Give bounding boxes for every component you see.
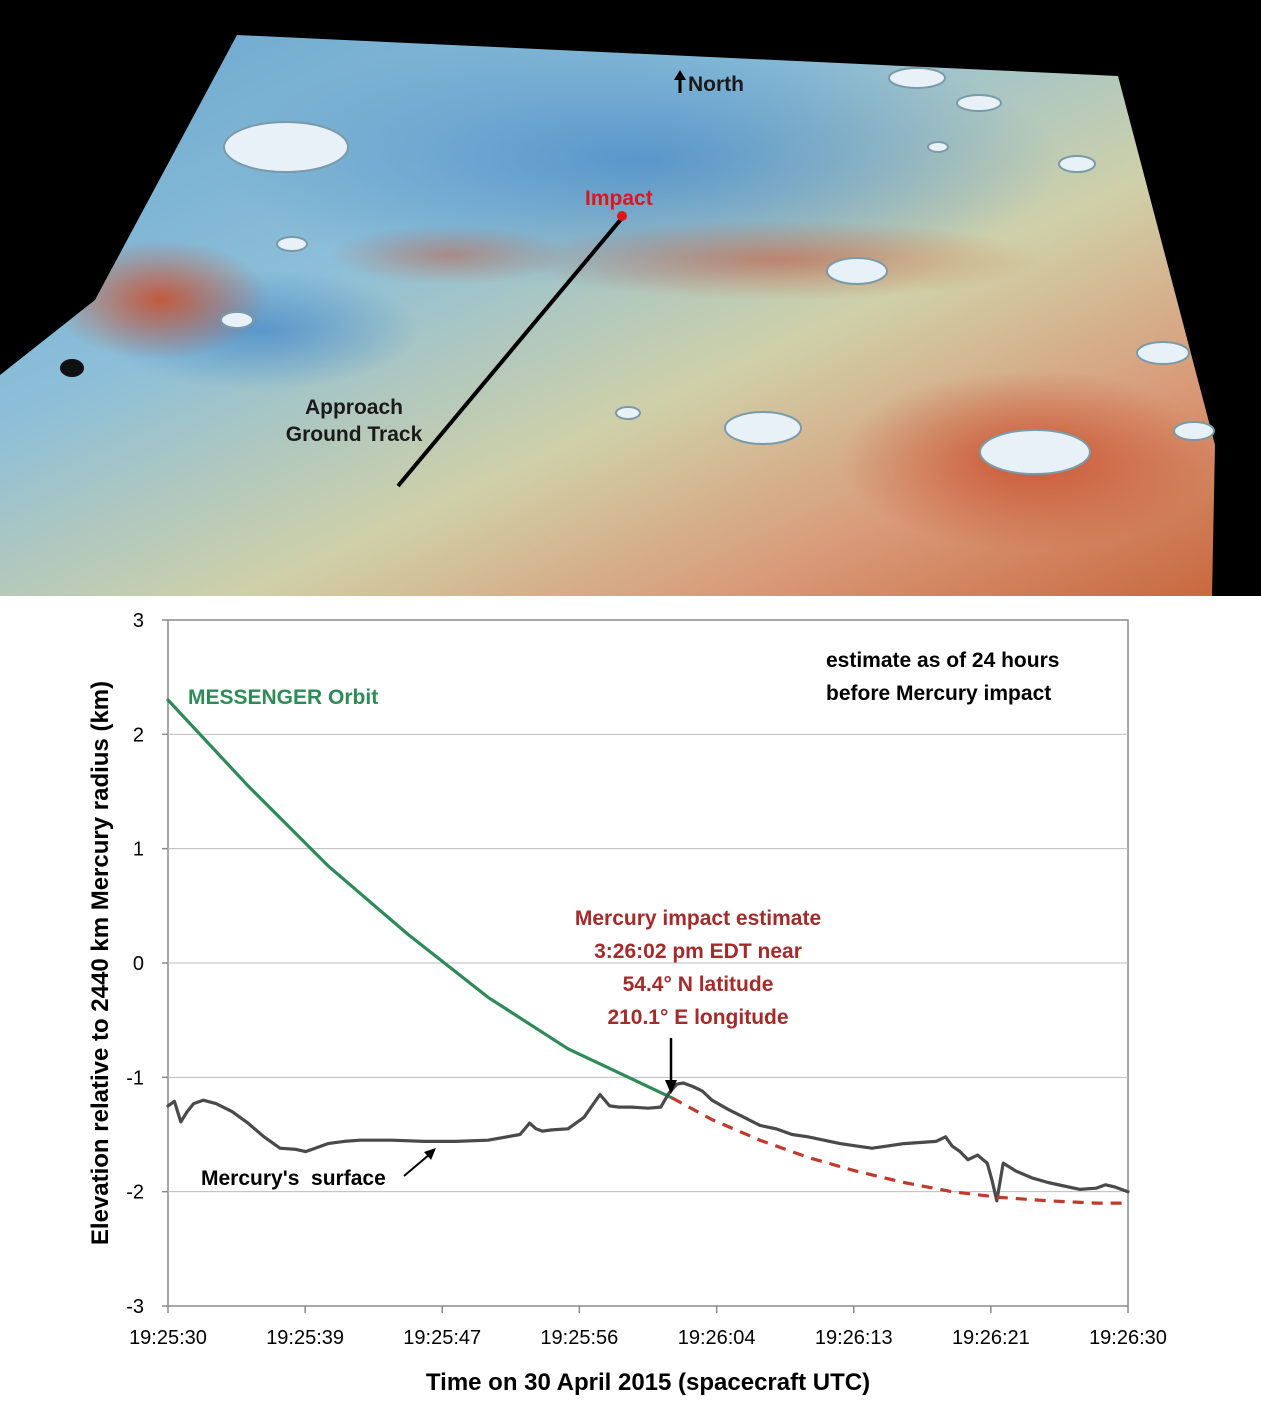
y-tick-label: -1 (126, 1067, 144, 1089)
crater (220, 311, 254, 329)
crater (615, 406, 641, 420)
crater (276, 236, 308, 252)
crater (1058, 155, 1096, 173)
north-arrow-icon (674, 70, 686, 93)
crater-group (220, 67, 1215, 475)
estimate-note-line1: estimate as of 24 hours (826, 649, 1059, 672)
messenger-orbit-line (166, 698, 674, 1100)
crater (1173, 421, 1215, 441)
projected-surface-dashed-line (671, 1096, 1128, 1205)
terrain-map-panel: Impact North Approach Ground Track (0, 0, 1261, 596)
orbit-label: MESSENGER Orbit (188, 686, 378, 709)
y-tick-label: -2 (126, 1182, 144, 1204)
impact-arrow-icon (665, 1038, 677, 1094)
x-tick-label: 19:25:30 (129, 1327, 207, 1349)
crater (927, 141, 949, 153)
approach-label-line2: Ground Track (286, 423, 423, 446)
terrain-surface (0, 35, 1215, 596)
crater (826, 257, 888, 285)
north-label: North (688, 73, 744, 96)
impact-estimate-line4: 210.1° E longitude (607, 1006, 788, 1029)
crater (724, 411, 802, 445)
x-tick-label: 19:25:39 (266, 1327, 344, 1349)
x-tick-label: 19:25:47 (403, 1327, 481, 1349)
crater (1136, 341, 1190, 365)
series-layer (166, 698, 1130, 1205)
elevation-chart-panel: 3 2 1 0 -1 -2 -3 19:25:30 19:25:39 19:25:47 19:25… (0, 596, 1261, 1400)
approach-label-line1: Approach (305, 396, 403, 419)
terrain-map: Impact North Approach Ground Track (0, 35, 1215, 596)
impact-label: Impact (585, 187, 653, 210)
x-axis-ticks: 19:25:30 19:25:39 19:25:47 19:25:56 19:26:04… (129, 1306, 1167, 1349)
x-tick-label: 19:26:30 (1089, 1327, 1167, 1349)
x-tick-label: 19:26:21 (952, 1327, 1030, 1349)
y-tick-label: 2 (133, 724, 144, 746)
x-tick-label: 19:26:04 (678, 1327, 756, 1349)
crater (979, 429, 1091, 475)
crater (223, 121, 349, 173)
x-tick-label: 19:25:56 (540, 1327, 618, 1349)
impact-point-marker (617, 211, 627, 221)
impact-estimate-line2: 3:26:02 pm EDT near (594, 940, 802, 963)
surface-label: Mercury's surface (201, 1167, 386, 1190)
mercury-surface-line (166, 1081, 1130, 1203)
y-axis-label: Elevation relative to 2440 km Mercury ra… (87, 681, 114, 1245)
estimate-note-line2: before Mercury impact (826, 682, 1051, 705)
grid-lines (168, 733, 1128, 1193)
x-tick-label: 19:26:13 (815, 1327, 893, 1349)
y-tick-label: 3 (133, 610, 144, 632)
crater (888, 67, 946, 89)
approach-ground-track-line (396, 216, 624, 488)
impact-estimate-line3: 54.4° N latitude (623, 973, 774, 996)
y-tick-label: 0 (133, 953, 144, 975)
y-tick-label: -3 (126, 1296, 144, 1318)
surface-arrow-icon (403, 1148, 436, 1177)
y-tick-label: 1 (133, 839, 144, 861)
x-axis-label: Time on 30 April 2015 (spacecraft UTC) (426, 1369, 870, 1396)
y-axis-ticks: 3 2 1 0 -1 -2 -3 (126, 610, 168, 1318)
impact-estimate-line1: Mercury impact estimate (575, 907, 821, 930)
crater (956, 94, 1002, 112)
